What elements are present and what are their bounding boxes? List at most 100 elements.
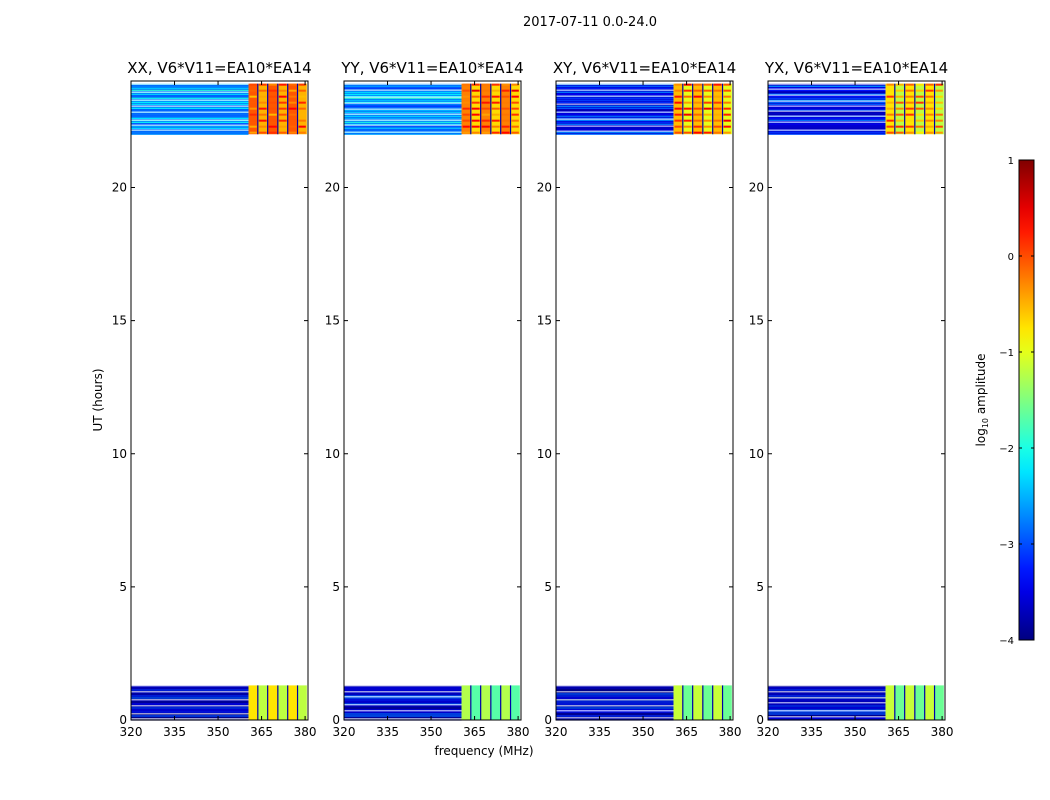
x-axis-label: frequency (MHz)	[434, 744, 533, 758]
time-row-streak	[768, 707, 886, 709]
time-row-streak	[768, 689, 886, 691]
time-row-streak	[131, 687, 249, 689]
panel-2: YY, V6*V11=EA10*EA14 320 335 350 365 380 0 5 10 1…	[325, 59, 530, 739]
channel-divider	[277, 83, 279, 135]
x-tick-label: 365	[250, 725, 273, 739]
channel-peak	[268, 113, 277, 116]
row-gap	[131, 105, 308, 107]
channel-peak	[905, 101, 914, 104]
channel-peak	[935, 107, 943, 110]
channel-peak	[298, 89, 306, 92]
channel-peak	[501, 83, 510, 86]
time-row-streak	[768, 131, 886, 133]
row-gap	[768, 100, 945, 102]
channel-peak	[683, 101, 692, 104]
time-row-streak	[556, 689, 674, 691]
x-tick-label: 365	[675, 725, 698, 739]
channel-peak	[905, 119, 914, 122]
channel-divider	[257, 685, 259, 720]
channel-divider	[933, 685, 936, 720]
row-gap	[344, 718, 521, 720]
channel-divider	[924, 685, 926, 720]
row-gap	[131, 129, 308, 131]
row-gap	[768, 691, 945, 693]
channel-peak	[723, 125, 731, 128]
channel-peak	[895, 113, 904, 116]
channel-peak	[278, 101, 287, 104]
channel-peak	[935, 119, 943, 122]
channel-peak	[713, 95, 722, 98]
channel-peak	[511, 125, 519, 128]
channel-peak	[693, 125, 702, 128]
channel-peak	[268, 95, 277, 98]
channel-peak	[249, 101, 257, 104]
time-row-streak	[768, 91, 886, 93]
time-row-streak	[556, 97, 674, 99]
channel-divider	[267, 685, 269, 720]
channel-peak	[905, 125, 914, 128]
time-row-streak	[556, 121, 674, 123]
channel-peak	[915, 131, 924, 134]
channel-peak	[935, 125, 943, 128]
channel-divider	[470, 83, 472, 135]
time-row-streak	[768, 103, 886, 105]
time-row-streak	[556, 101, 674, 103]
time-row-streak	[768, 87, 886, 89]
channel-peak	[278, 83, 287, 86]
channel-peak	[674, 101, 682, 104]
row-gap	[556, 130, 733, 132]
time-row-streak	[768, 85, 886, 87]
channel-peak	[674, 89, 682, 92]
channel-peak	[895, 83, 904, 86]
row-gap	[131, 83, 308, 85]
panel-4: YX, V6*V11=EA10*EA14 320 335 350 365 380 0 5 10 1…	[749, 59, 954, 739]
row-gap	[344, 83, 521, 85]
channel-column	[885, 685, 895, 720]
row-gap	[556, 699, 733, 701]
time-row-streak	[768, 703, 886, 705]
axes-frame	[767, 80, 946, 721]
channel-peak	[693, 131, 702, 134]
time-row-streak	[556, 119, 674, 121]
row-gap	[131, 119, 308, 121]
time-row-streak	[556, 91, 674, 93]
x-tick-label: 365	[887, 725, 910, 739]
channel-peak	[925, 119, 934, 122]
channel-peak	[915, 119, 924, 122]
time-row-streak	[344, 107, 462, 109]
channel-divider	[500, 685, 502, 720]
channel-peak	[491, 113, 500, 116]
channel-divider	[904, 83, 906, 135]
channel-peak	[471, 107, 480, 110]
channel-peak	[693, 89, 702, 92]
panels: XX, V6*V11=EA10*EA14 320 335 350 365 380 0 5 10 1…	[112, 59, 954, 739]
row-gap	[344, 89, 521, 91]
channel-divider	[721, 83, 724, 135]
channel-peak	[278, 113, 287, 116]
channel-peak	[491, 95, 500, 98]
time-row-streak	[131, 85, 249, 87]
x-tick-label: 320	[757, 725, 780, 739]
channel-peak	[258, 107, 267, 110]
channel-peak	[693, 107, 702, 110]
channel-column	[682, 685, 693, 720]
time-row-streak	[768, 687, 886, 689]
channel-divider	[721, 685, 724, 720]
channel-peak	[703, 89, 712, 92]
channel-peak	[886, 107, 894, 110]
time-row-streak	[131, 89, 249, 91]
row-gap	[344, 124, 521, 126]
time-row-streak	[131, 93, 249, 95]
time-row-streak	[131, 711, 249, 713]
channel-divider	[470, 685, 472, 720]
channel-peak	[703, 107, 712, 110]
time-row-streak	[768, 99, 886, 101]
y-tick-label: 10	[112, 447, 127, 461]
channel-divider	[924, 83, 926, 135]
channel-peak	[886, 89, 894, 92]
channel-peak	[491, 107, 500, 110]
time-row-streak	[344, 129, 462, 131]
time-row-streak	[768, 109, 886, 111]
channel-column	[490, 685, 501, 720]
channel-peak	[258, 113, 267, 116]
